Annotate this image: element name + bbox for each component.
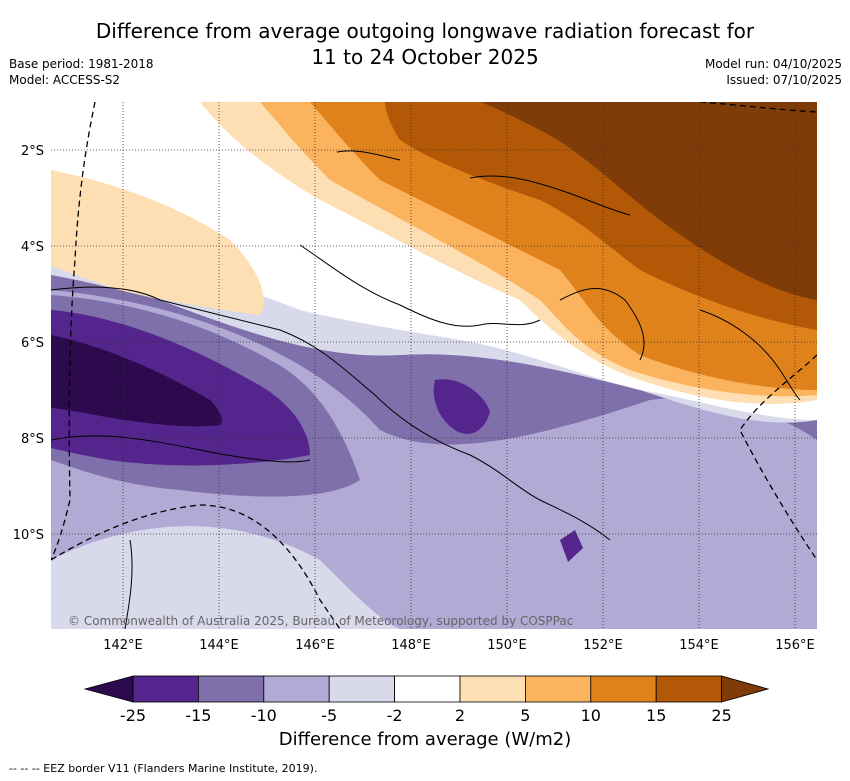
lon-label: 142°E <box>103 638 143 653</box>
lon-label: 150°E <box>487 638 527 653</box>
contour-pale-orange-west <box>51 170 264 315</box>
colorbar-segment <box>328 675 396 703</box>
eez-legend-note: -- -- -- EEZ border V11 (Flanders Marine… <box>9 762 318 775</box>
eez-northeast <box>699 102 817 113</box>
meta-right: Model run: 04/10/2025 Issued: 07/10/2025 <box>705 56 842 88</box>
contour-purple-spot <box>433 379 490 434</box>
title-line-2: 11 to 24 October 2025 <box>311 45 539 69</box>
new-britain-coast <box>469 175 631 216</box>
copyright-notice: © Commonwealth of Australia 2025, Bureau… <box>68 614 573 628</box>
colorbar-tick: 10 <box>581 706 601 725</box>
model-run: Model run: 04/10/2025 <box>704 57 842 71</box>
colorbar-segment <box>655 675 723 703</box>
colorbar-segment <box>263 675 330 703</box>
colorbar-tick: -10 <box>251 706 277 725</box>
lat-label: 4°S <box>21 240 44 255</box>
lat-label: 10°S <box>13 528 44 543</box>
bougainville-coast <box>559 287 645 361</box>
lon-label: 148°E <box>391 638 431 653</box>
colorbar-tick: 2 <box>455 706 465 725</box>
colorbar-segment <box>197 675 265 703</box>
colorbar-tick: -25 <box>120 706 146 725</box>
colorbar-tick: -15 <box>185 706 211 725</box>
map-panel: © Commonwealth of Australia 2025, Bureau… <box>51 102 817 629</box>
contour-purple-small <box>560 530 583 562</box>
meta-left: Base period: 1981-2018 Model: ACCESS-S2 <box>9 56 154 88</box>
lon-label: 156°E <box>775 638 815 653</box>
lon-label: 146°E <box>295 638 335 653</box>
colorbar-segment <box>525 675 592 703</box>
lon-label: 154°E <box>679 638 719 653</box>
lat-label: 2°S <box>21 144 44 159</box>
issued-date: Issued: 07/10/2025 <box>726 73 842 87</box>
colorbar-tick: -2 <box>387 706 403 725</box>
colorbar-segment <box>132 675 199 703</box>
lon-label: 152°E <box>583 638 623 653</box>
colorbar: -25 -15 -10 -5 -2 2 5 10 15 25 <box>83 675 770 725</box>
lon-labels: 142°E 144°E 146°E 148°E 150°E 152°E 154°… <box>103 638 815 653</box>
gridlines <box>51 102 817 629</box>
lat-label: 8°S <box>21 432 44 447</box>
png-south-coast <box>51 286 611 541</box>
colorbar-title: Difference from average (W/m2) <box>278 729 572 750</box>
eez-south <box>51 504 341 629</box>
lat-label: 6°S <box>21 336 44 351</box>
colorbar-segment <box>394 675 461 703</box>
colorbar-tick: 25 <box>711 706 731 725</box>
colorbar-segment <box>590 675 657 703</box>
contour-lightest-purple-sw <box>51 526 400 629</box>
colorbar-segment <box>459 675 526 703</box>
manus-coast <box>336 150 401 161</box>
base-period: Base period: 1981-2018 <box>9 57 154 71</box>
contour-darkest-purple <box>51 335 222 427</box>
lon-label: 144°E <box>199 638 239 653</box>
colorbar-tick: -5 <box>321 706 337 725</box>
solomon-coast <box>699 309 801 401</box>
lat-labels: 2°S 4°S 6°S 8°S 10°S <box>13 144 44 543</box>
cape-york-coast <box>124 539 133 629</box>
colorbar-extend-max <box>721 675 770 703</box>
eez-west <box>51 102 96 561</box>
contour-darkest-brown <box>480 102 817 300</box>
title-line-1: Difference from average outgoing longwav… <box>95 19 755 43</box>
colorbar-tick: 15 <box>646 706 666 725</box>
model-name: Model: ACCESS-S2 <box>9 73 121 87</box>
eez-borders <box>51 102 817 629</box>
colorbar-extend-min <box>83 675 134 703</box>
torres-coast <box>51 435 311 463</box>
colorbar-tick: 5 <box>520 706 530 725</box>
chart-title: Difference from average outgoing longwav… <box>0 18 850 70</box>
